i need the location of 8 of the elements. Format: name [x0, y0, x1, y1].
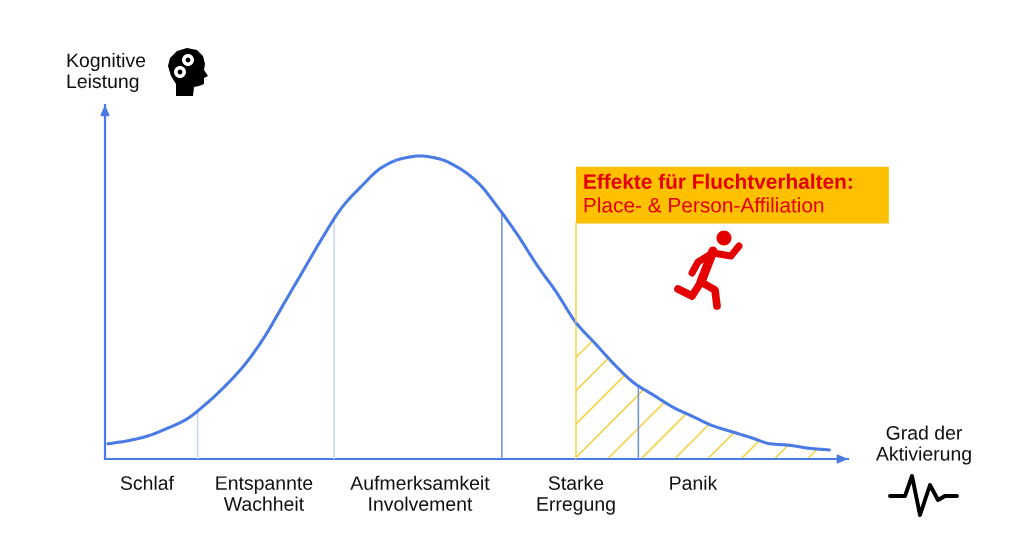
x-tick-label: Aufmerksamkeit Involvement: [350, 475, 490, 511]
annotation: Effekte für Fluchtverhalten: Place- & Person-Affiliation: [584, 173, 852, 213]
x-tick-label: Entspannte Wachheit: [216, 476, 313, 511]
x-tick-label: Starke Erregung: [537, 475, 615, 515]
x-tick-label: Schlaf: [120, 475, 174, 490]
x-tick-label: Panik: [670, 475, 718, 490]
x-axis-title: Grad der Aktivierung: [875, 425, 971, 465]
y-axis-title: Kognitive Leistung: [67, 52, 146, 92]
